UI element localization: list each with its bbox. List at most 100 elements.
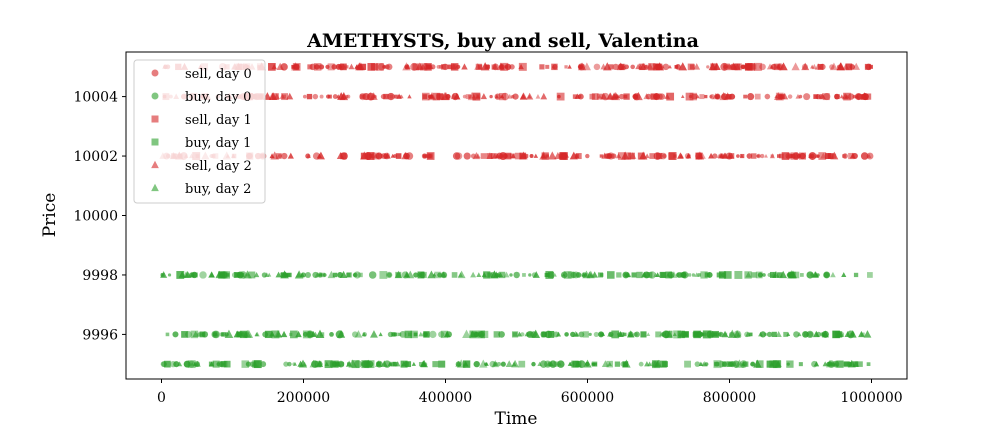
data-point	[212, 360, 220, 368]
data-point	[790, 152, 798, 160]
data-point	[519, 92, 528, 100]
data-point	[721, 361, 728, 368]
data-point	[281, 152, 288, 160]
data-point	[597, 93, 603, 100]
data-point	[807, 331, 814, 338]
data-point	[190, 361, 195, 366]
data-point	[541, 331, 548, 338]
data-point	[694, 361, 701, 367]
legend-label: sell, day 2	[185, 159, 252, 174]
data-point	[718, 271, 727, 279]
data-point	[178, 271, 186, 278]
x-tick-label: 400000	[419, 390, 472, 406]
data-point	[727, 361, 733, 367]
data-point	[736, 154, 740, 158]
data-point	[380, 360, 388, 367]
data-point	[295, 271, 302, 278]
data-point	[666, 92, 675, 101]
data-point	[833, 362, 838, 366]
data-point	[799, 273, 804, 277]
data-point	[545, 270, 554, 279]
data-point	[570, 331, 576, 338]
data-point	[532, 271, 540, 278]
data-point	[387, 92, 395, 101]
data-point	[843, 362, 848, 367]
data-point	[507, 93, 513, 99]
data-point	[394, 270, 403, 279]
data-point	[665, 330, 673, 338]
data-point	[535, 93, 541, 99]
data-point	[340, 63, 347, 70]
data-point	[407, 94, 412, 99]
data-point	[429, 330, 437, 339]
data-point	[224, 329, 234, 338]
data-point	[795, 93, 801, 99]
data-point	[346, 272, 352, 278]
data-point	[723, 92, 732, 100]
data-point	[313, 63, 322, 71]
data-point	[378, 332, 383, 337]
data-point	[614, 361, 621, 367]
data-point	[636, 271, 643, 279]
data-point	[440, 330, 449, 339]
data-point	[306, 153, 311, 158]
data-point	[167, 273, 172, 277]
data-point	[680, 94, 685, 99]
data-point	[295, 330, 302, 338]
data-point	[567, 64, 572, 69]
data-point	[813, 94, 819, 99]
data-point	[574, 93, 581, 99]
data-point	[819, 92, 826, 100]
data-point	[463, 361, 468, 366]
data-point	[194, 361, 199, 366]
x-tick-label: 800000	[703, 390, 756, 406]
data-point	[634, 91, 643, 101]
data-point	[491, 63, 499, 70]
data-point	[836, 62, 845, 71]
data-point	[818, 152, 827, 160]
data-point	[731, 362, 735, 366]
data-point	[480, 153, 487, 159]
data-point	[863, 330, 872, 338]
data-point	[833, 361, 839, 367]
data-point	[659, 332, 664, 337]
data-point	[393, 94, 398, 99]
data-point	[658, 93, 666, 100]
data-point	[251, 360, 259, 367]
data-point	[760, 153, 765, 159]
data-point	[622, 361, 629, 367]
data-point	[660, 272, 666, 278]
data-point	[443, 330, 451, 338]
data-point	[528, 273, 532, 277]
data-point	[574, 331, 580, 337]
data-point	[779, 94, 784, 99]
data-point	[322, 273, 327, 277]
data-point	[769, 361, 774, 366]
data-point	[354, 330, 363, 338]
data-point	[354, 64, 359, 69]
data-point	[463, 152, 471, 160]
data-point	[777, 272, 783, 278]
data-point	[471, 93, 477, 99]
data-point	[814, 153, 820, 158]
data-point	[756, 154, 760, 158]
data-point	[315, 329, 325, 338]
data-point	[558, 154, 563, 159]
data-point	[404, 63, 411, 70]
data-point	[715, 94, 720, 100]
data-point	[270, 151, 279, 160]
data-point	[374, 360, 383, 368]
legend-label: buy, day 2	[185, 182, 251, 197]
y-tick-label: 10002	[73, 149, 118, 165]
data-point	[758, 331, 763, 337]
data-point	[189, 271, 195, 278]
data-point	[678, 62, 688, 71]
data-point	[655, 331, 662, 338]
data-point	[518, 62, 527, 71]
data-point	[583, 359, 592, 368]
data-point	[762, 273, 766, 277]
legend-marker	[151, 183, 159, 192]
data-point	[841, 272, 847, 278]
data-point	[491, 360, 499, 368]
data-point	[339, 361, 345, 367]
